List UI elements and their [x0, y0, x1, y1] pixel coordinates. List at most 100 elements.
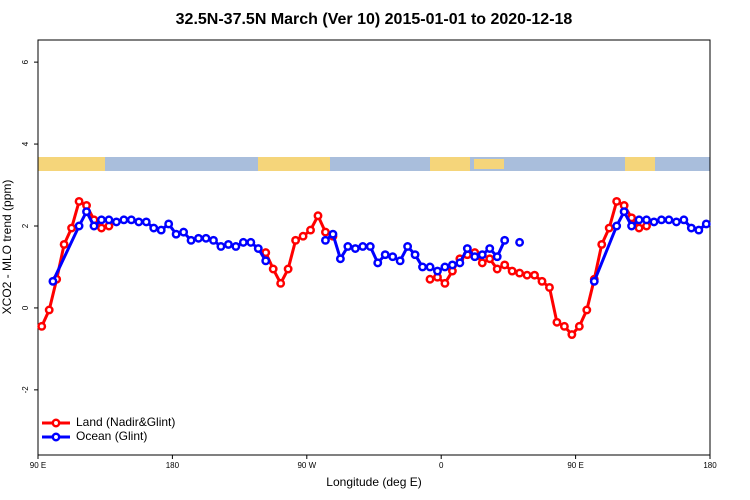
- point: [559, 321, 569, 331]
- x-tick-label: 180: [703, 461, 717, 470]
- point: [223, 239, 233, 249]
- point: [388, 252, 398, 262]
- point: [410, 250, 420, 260]
- x-tick-label: 0: [439, 461, 444, 470]
- point: [119, 215, 129, 225]
- point: [619, 207, 629, 217]
- point: [321, 235, 330, 245]
- point: [238, 237, 248, 247]
- point: [209, 235, 218, 245]
- point: [552, 317, 562, 327]
- y-tick-label: 6: [21, 59, 30, 64]
- point: [574, 321, 584, 331]
- point: [500, 235, 510, 245]
- point: [530, 270, 539, 280]
- plot-frame: [37, 39, 711, 456]
- x-axis-label: Longitude (deg E): [326, 475, 421, 489]
- point: [686, 223, 696, 233]
- point: [104, 215, 114, 225]
- legend-marker: [51, 432, 61, 442]
- point: [679, 215, 689, 225]
- point: [657, 215, 666, 225]
- point: [246, 237, 256, 247]
- point: [589, 276, 599, 286]
- point: [462, 244, 472, 253]
- y-axis-label: XCO2 - MLO trend (ppm): [0, 180, 14, 315]
- point: [485, 244, 495, 253]
- y-tick-label: 0: [21, 305, 30, 310]
- point: [567, 330, 577, 340]
- point: [507, 266, 517, 276]
- point: [477, 258, 487, 268]
- point: [74, 221, 84, 231]
- point: [335, 254, 345, 264]
- point: [216, 242, 226, 251]
- point: [545, 282, 554, 292]
- point: [59, 239, 69, 249]
- map-strip: [38, 157, 710, 171]
- point: [582, 305, 592, 315]
- x-tick-label: 90 E: [567, 461, 583, 470]
- point: [694, 225, 704, 235]
- point: [627, 221, 637, 231]
- point: [261, 256, 271, 266]
- point: [515, 268, 525, 278]
- point: [492, 264, 502, 274]
- point: [283, 264, 293, 274]
- x-tick-label: 90 E: [30, 461, 46, 470]
- point: [634, 215, 644, 225]
- point: [37, 321, 47, 331]
- point: [306, 225, 315, 235]
- point: [194, 233, 203, 243]
- point: [358, 242, 368, 251]
- point: [522, 270, 532, 280]
- chart-title: 32.5N-37.5N March (Ver 10) 2015-01-01 to…: [176, 11, 573, 28]
- point: [440, 278, 450, 288]
- point: [433, 266, 442, 276]
- point: [74, 196, 84, 206]
- point: [470, 252, 480, 262]
- point: [604, 223, 614, 233]
- point: [313, 211, 323, 221]
- point: [261, 248, 271, 258]
- point: [485, 254, 495, 264]
- point: [597, 239, 607, 249]
- point: [171, 229, 181, 239]
- x-tick-label: 90 W: [297, 461, 316, 470]
- legend-marker: [51, 418, 61, 428]
- point: [67, 223, 77, 233]
- point: [440, 262, 450, 272]
- legend: Land (Nadir&Glint)Ocean (Glint): [42, 415, 175, 443]
- point: [97, 215, 106, 225]
- point: [89, 221, 99, 231]
- point: [612, 221, 622, 231]
- point: [343, 242, 353, 251]
- point: [350, 244, 360, 253]
- point: [403, 242, 413, 251]
- point: [179, 227, 189, 237]
- point: [97, 223, 106, 233]
- point: [701, 219, 711, 229]
- point: [477, 250, 487, 260]
- point: [186, 235, 196, 245]
- point: [425, 262, 435, 272]
- point: [164, 219, 174, 229]
- legend-label: Land (Nadir&Glint): [76, 415, 175, 429]
- point: [268, 264, 278, 274]
- point: [455, 258, 465, 268]
- point: [111, 217, 121, 227]
- point: [395, 256, 405, 266]
- point: [298, 231, 308, 241]
- point: [328, 229, 338, 239]
- point: [44, 305, 54, 315]
- point: [134, 217, 144, 227]
- point: [418, 262, 427, 272]
- point: [612, 196, 622, 206]
- x-tick-label: 180: [166, 461, 180, 470]
- point: [149, 223, 159, 233]
- point: [500, 260, 510, 270]
- y-tick-label: 2: [21, 223, 30, 228]
- point: [537, 276, 547, 286]
- point: [231, 242, 241, 251]
- point: [253, 244, 263, 253]
